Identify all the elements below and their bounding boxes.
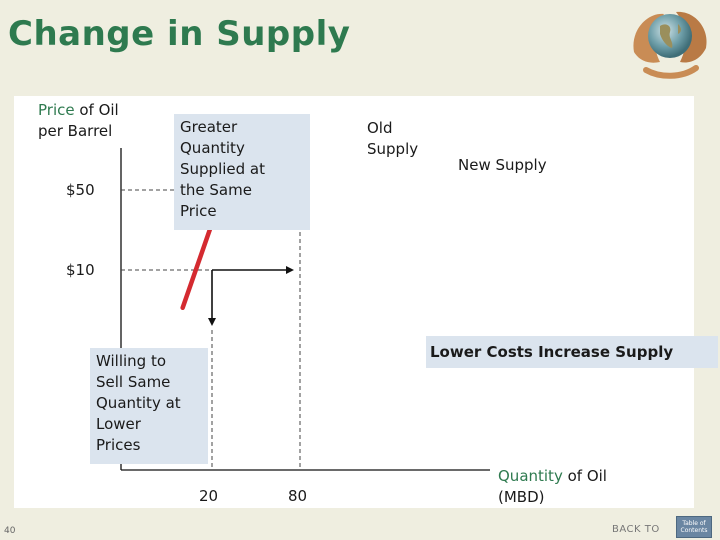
back-to-link[interactable]: BACK TO <box>612 524 660 535</box>
y-tick-10: $10 <box>66 261 95 279</box>
globe-hands-logo <box>633 11 707 79</box>
page-number: 40 <box>4 526 16 536</box>
y-tick-50: $50 <box>66 181 95 199</box>
new-supply-label: New Supply <box>458 156 547 174</box>
x-tick-20: 20 <box>199 487 219 505</box>
old-supply-label: Old Supply <box>367 119 419 158</box>
greater-quantity-callout: Greater Quantity Supplied at the Same Pr… <box>174 114 310 230</box>
lower-costs-callout: Lower Costs Increase Supply <box>426 336 718 368</box>
y-axis-label: Price of Oil per Barrel <box>38 101 119 140</box>
x-axis-label: Quantity of Oil (MBD) <box>498 467 607 506</box>
willing-to-sell-callout: Willing to Sell Same Quantity at Lower P… <box>90 348 208 464</box>
slide-title: Change in Supply <box>8 14 351 54</box>
x-tick-80: 80 <box>288 487 308 505</box>
table-of-contents-button[interactable]: Table of Contents <box>676 516 712 538</box>
